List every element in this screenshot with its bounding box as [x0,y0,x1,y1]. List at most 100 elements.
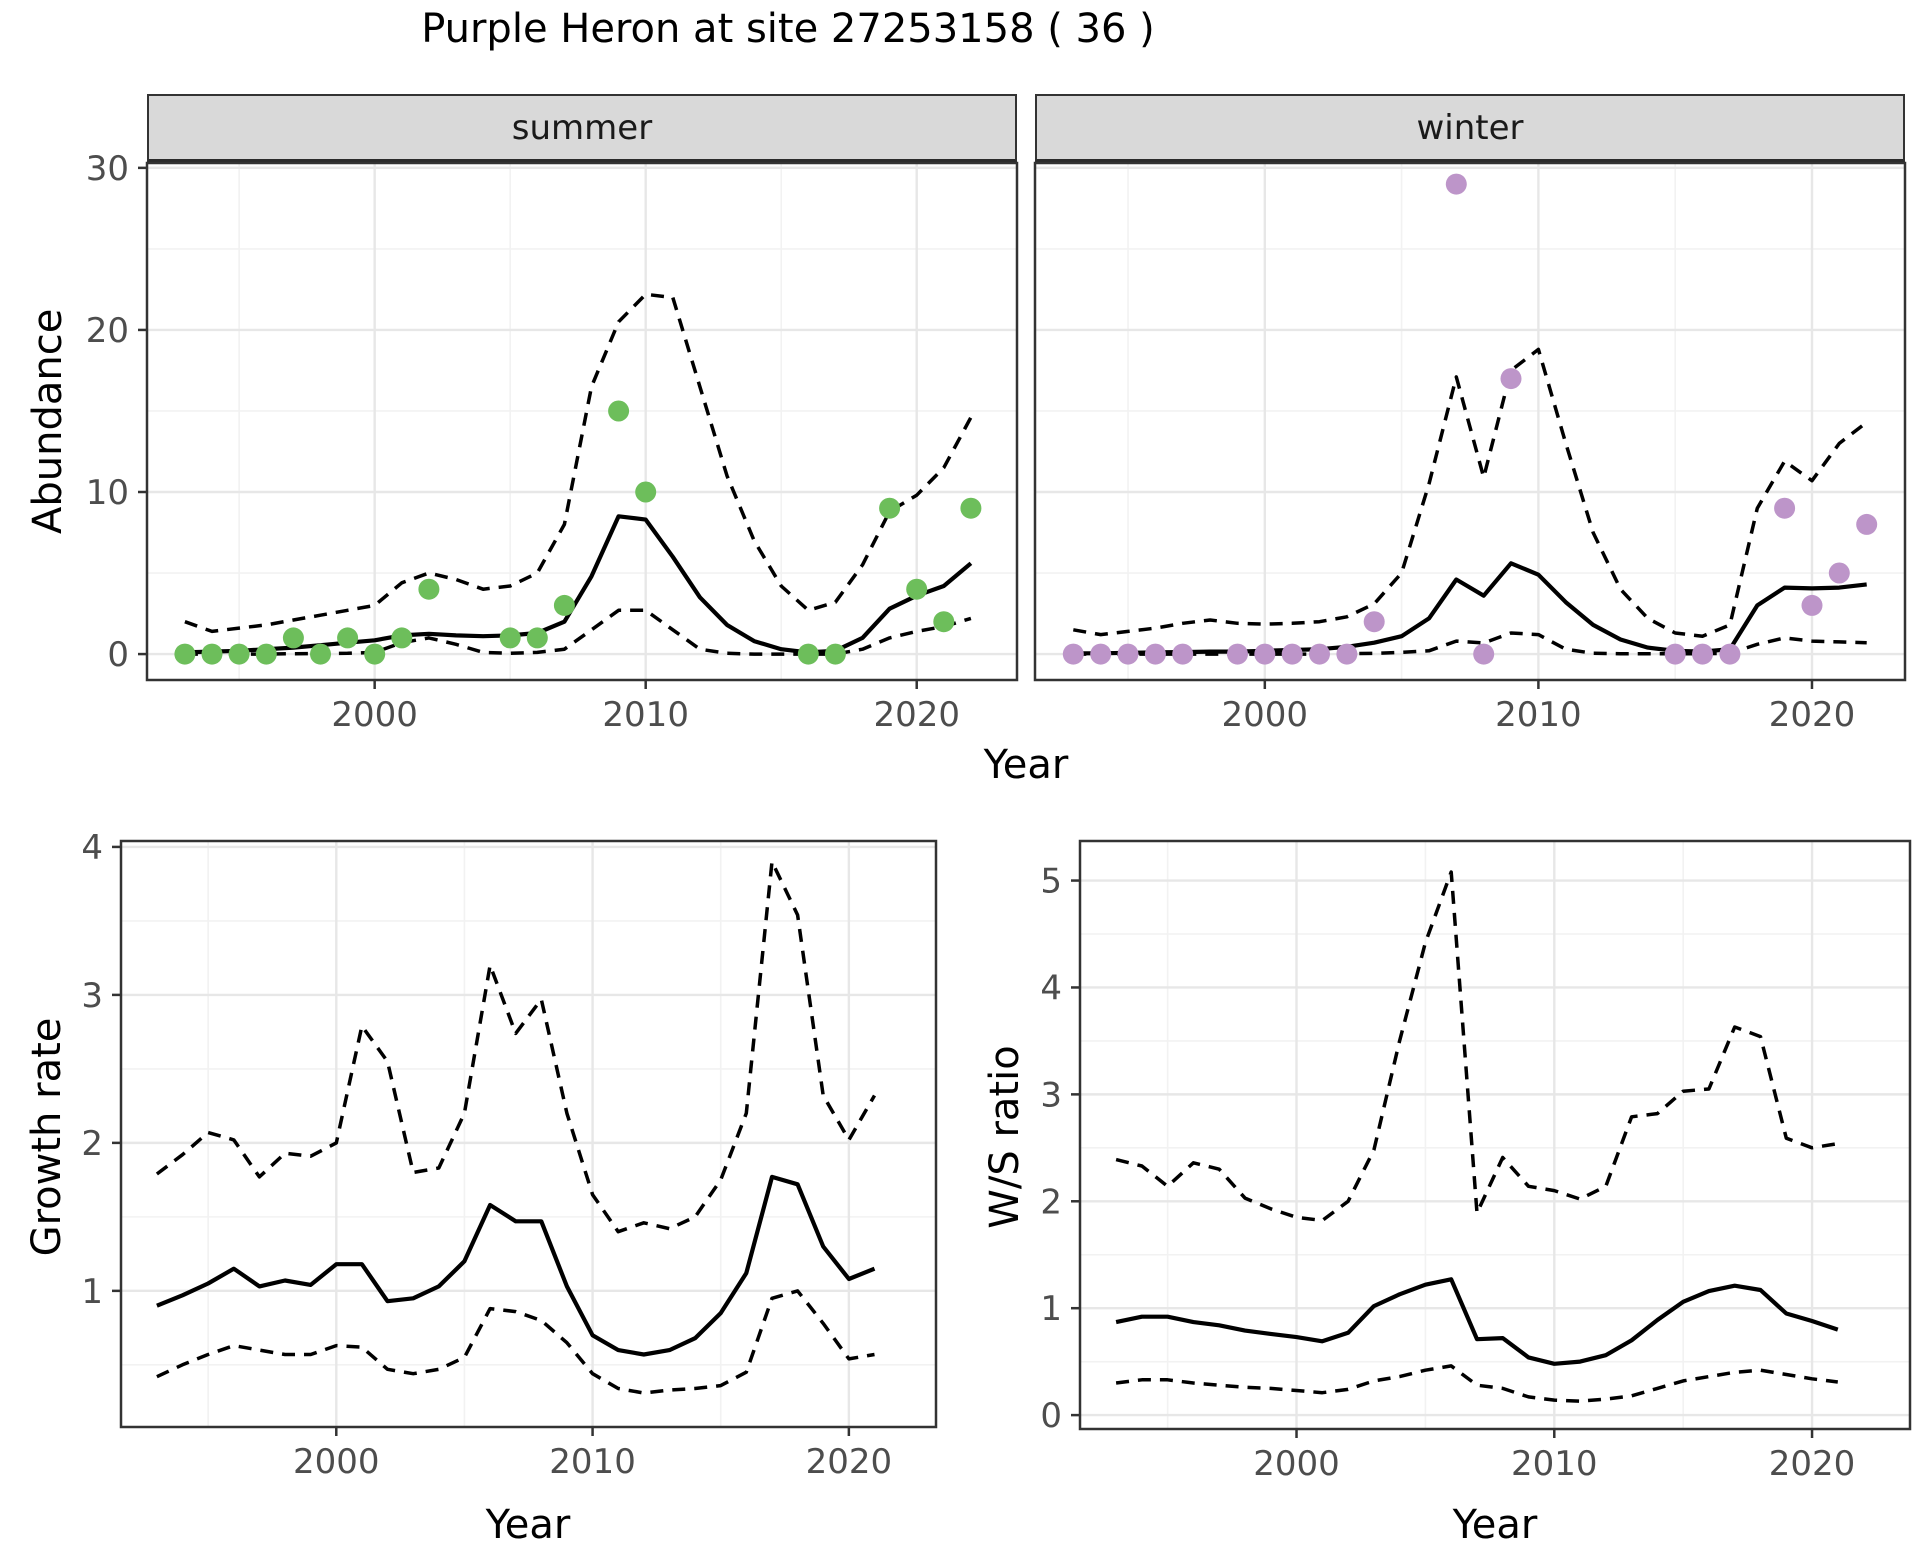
panel-background [1080,841,1910,1429]
data-point-summer-observations [201,643,223,665]
data-point-winter-observations [1090,643,1112,665]
panel-ws-ratio: 2000 2010 2020 0 1 2 3 4 5 [1040,839,1912,1484]
y-tick-label: 5 [1040,862,1062,902]
y-tick-label: 3 [1040,1075,1062,1115]
data-point-winter-observations [1363,611,1385,633]
x-tick-label: 2010 [549,1442,636,1482]
x-tick-label: 2000 [1222,695,1309,735]
data-point-summer-observations [282,627,304,649]
data-point-summer-observations [797,643,819,665]
y-tick-label: 4 [1040,968,1062,1008]
data-point-summer-observations [906,578,928,600]
panel-abundance-winter: 2000 2010 2020 [1033,161,1907,735]
data-point-winter-observations [1774,497,1796,519]
series-ci-lower [156,1289,875,1395]
panel-background [121,841,936,1427]
data-point-summer-observations [174,643,196,665]
x-tick-label: 2010 [1495,695,1582,735]
panel-border [1033,161,1907,682]
data-point-summer-observations [635,481,657,503]
data-point-summer-observations [526,627,548,649]
data-point-winter-observations [1445,173,1467,195]
data-point-summer-observations [553,594,575,616]
x-tick-label: 2010 [602,695,689,735]
panel-background [147,163,1017,680]
x-tick-label: 2000 [331,695,418,735]
data-point-summer-observations [960,497,982,519]
y-axis-title-abundance: Abundance [25,308,71,534]
data-point-summer-observations [824,643,846,665]
series-ci-upper [155,859,877,1234]
data-point-winter-observations [1692,643,1713,665]
data-point-summer-observations [879,497,901,519]
y-tick-label: 4 [81,828,103,868]
facet-strip-summer-label: summer [511,107,653,148]
data-point-winter-observations [1117,643,1139,665]
panel-border [1078,839,1912,1431]
panel-growth-rate: 2000 2010 2020 1 2 3 4 [81,828,938,1482]
facet-strip-summer: summer [147,94,1017,163]
y-tick-label: 0 [1040,1396,1062,1436]
x-tick-label: 2000 [1253,1444,1340,1484]
series-ci-upper [184,292,973,634]
x-axis-title-year-ws: Year [1452,1502,1538,1548]
data-point-winter-observations [1144,643,1166,665]
x-tick-label: 2020 [1769,695,1856,735]
figure-title: Purple Heron at site 27253158 ( 36 ) [421,6,1155,52]
data-point-summer-observations [310,643,331,665]
x-axis-title-year-top: Year [983,742,1069,788]
data-point-winter-observations [1172,643,1194,665]
data-point-winter-observations [1062,643,1084,665]
series-ci-lower [1115,1364,1839,1403]
data-point-winter-observations [1473,643,1495,665]
data-point-winter-observations [1254,643,1276,665]
facet-strip-winter: winter [1035,94,1905,163]
data-point-summer-observations [391,627,413,649]
facet-strip-winter-label: winter [1416,107,1524,148]
series-mean [1073,561,1867,656]
data-point-winter-observations [1664,643,1686,665]
data-point-winter-observations [1856,513,1878,535]
data-point-winter-observations [1336,643,1358,665]
x-tick-label: 2000 [293,1442,380,1482]
x-tick-label: 2020 [806,1442,893,1482]
data-point-winter-observations [1227,643,1248,665]
y-tick-label: 10 [86,473,129,513]
x-tick-label: 2020 [1769,1444,1856,1484]
y-tick-label: 30 [86,149,129,189]
data-point-winter-observations [1828,562,1850,584]
y-tick-label: 1 [81,1272,103,1312]
panel-abundance-summer: 2000 2010 2020 0 10 20 30 [86,149,1019,735]
x-tick-label: 2010 [1511,1444,1598,1484]
series-ci-upper [1072,347,1868,638]
data-point-summer-observations [499,627,521,649]
y-axis-title-growth-rate: Growth rate [24,1017,70,1257]
data-point-summer-observations [418,578,440,600]
x-axis-title-year-growth: Year [485,1502,571,1548]
data-point-winter-observations [1801,594,1823,616]
data-point-summer-observations [255,643,277,665]
panel-border [119,839,938,1429]
y-tick-label: 20 [86,311,129,351]
data-point-winter-observations [1719,643,1741,665]
data-point-winter-observations [1281,643,1303,665]
data-point-summer-observations [608,400,630,422]
series-mean [156,1174,876,1357]
data-point-summer-observations [364,643,386,665]
data-point-winter-observations [1500,368,1522,390]
x-tick-label: 2020 [873,695,960,735]
y-tick-label: 2 [81,1124,103,1164]
y-tick-label: 3 [81,976,103,1016]
panel-border [145,161,1019,682]
data-point-summer-observations [337,627,359,649]
data-point-summer-observations [228,643,250,665]
y-axis-title-ws-ratio: W/S ratio [982,1045,1028,1229]
y-tick-label: 1 [1040,1289,1062,1329]
series-mean [1115,1277,1839,1366]
series-ci-upper [1115,870,1839,1223]
data-point-winter-observations [1309,643,1330,665]
y-tick-label: 0 [107,635,129,675]
y-tick-label: 2 [1040,1182,1062,1222]
data-point-summer-observations [933,611,955,633]
